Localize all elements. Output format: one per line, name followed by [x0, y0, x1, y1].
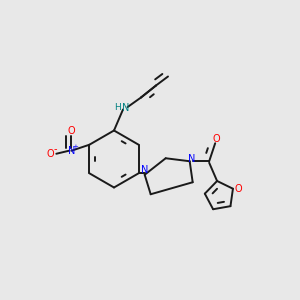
Text: N: N — [68, 146, 75, 156]
Text: O: O — [235, 184, 242, 194]
Text: -: - — [53, 144, 57, 154]
Text: N: N — [188, 154, 196, 164]
Text: O: O — [46, 149, 54, 159]
Text: N: N — [122, 103, 130, 113]
Text: O: O — [213, 134, 220, 144]
Text: +: + — [72, 144, 78, 150]
Text: H: H — [114, 103, 121, 112]
Text: N: N — [141, 165, 148, 175]
Text: O: O — [68, 126, 75, 136]
